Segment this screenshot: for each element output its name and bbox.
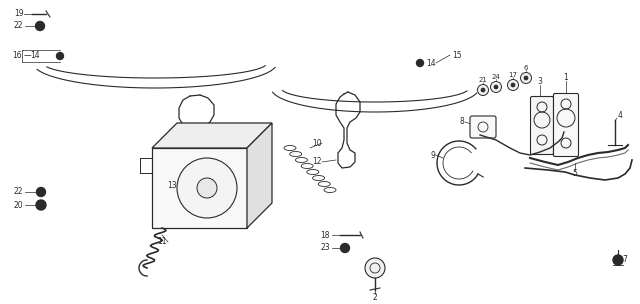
- Text: 16: 16: [12, 51, 22, 60]
- Circle shape: [177, 158, 237, 218]
- Circle shape: [35, 22, 45, 30]
- Text: —: —: [24, 51, 31, 60]
- Polygon shape: [152, 123, 272, 148]
- Text: 5: 5: [573, 168, 577, 178]
- Circle shape: [481, 88, 485, 92]
- Circle shape: [511, 83, 515, 87]
- Text: 14: 14: [30, 51, 40, 60]
- Text: 1: 1: [564, 74, 568, 82]
- Text: 2: 2: [372, 293, 378, 302]
- Text: 13: 13: [167, 181, 177, 189]
- Text: 18: 18: [321, 230, 330, 240]
- Text: 12: 12: [312, 157, 321, 167]
- Circle shape: [508, 80, 518, 91]
- Circle shape: [197, 178, 217, 198]
- Circle shape: [613, 255, 623, 265]
- Text: 20: 20: [14, 201, 24, 209]
- Text: 3: 3: [538, 78, 543, 87]
- Circle shape: [490, 81, 502, 92]
- Text: 22: 22: [14, 188, 24, 196]
- Circle shape: [417, 60, 424, 67]
- Circle shape: [36, 200, 46, 210]
- Text: 8: 8: [460, 118, 464, 126]
- Circle shape: [477, 85, 488, 95]
- Circle shape: [340, 244, 349, 253]
- Text: 21: 21: [479, 77, 488, 83]
- Circle shape: [520, 72, 531, 84]
- Text: 9: 9: [430, 150, 435, 160]
- Circle shape: [56, 53, 63, 60]
- FancyBboxPatch shape: [554, 94, 579, 157]
- Text: 11: 11: [157, 237, 166, 247]
- Text: 4: 4: [618, 110, 623, 119]
- Polygon shape: [247, 123, 272, 228]
- Circle shape: [365, 258, 385, 278]
- FancyBboxPatch shape: [152, 148, 247, 228]
- Text: 19: 19: [14, 9, 24, 19]
- Text: 14: 14: [426, 58, 436, 67]
- Text: 23: 23: [321, 244, 330, 253]
- Text: 10: 10: [312, 139, 322, 147]
- Text: 7: 7: [622, 255, 627, 264]
- Text: 24: 24: [492, 74, 500, 80]
- Text: 22: 22: [14, 22, 24, 30]
- Circle shape: [524, 76, 528, 80]
- Circle shape: [494, 85, 498, 89]
- FancyBboxPatch shape: [470, 116, 496, 138]
- Text: 6: 6: [524, 65, 528, 71]
- FancyBboxPatch shape: [531, 96, 554, 154]
- Circle shape: [36, 188, 45, 196]
- Text: 15: 15: [452, 50, 461, 60]
- Text: 17: 17: [509, 72, 518, 78]
